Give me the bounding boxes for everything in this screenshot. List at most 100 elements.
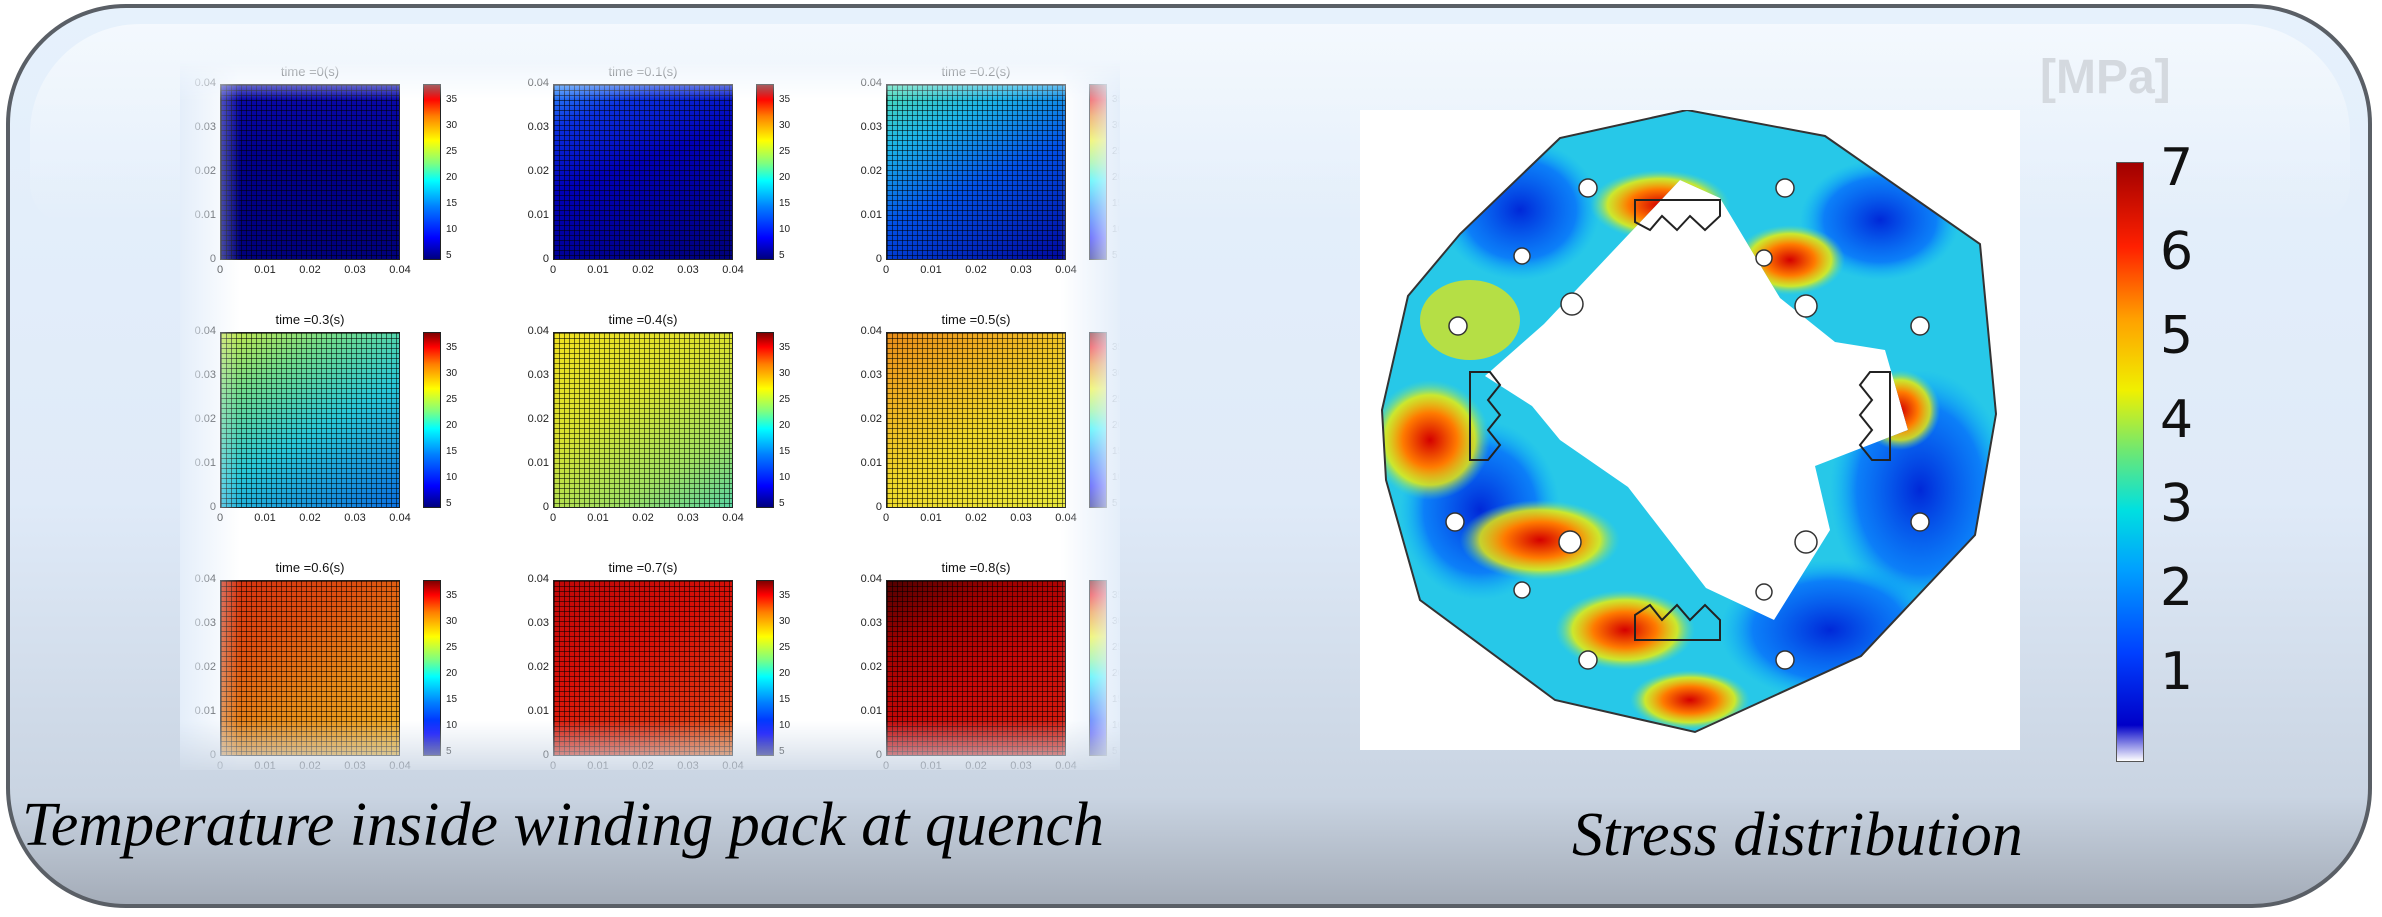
y-tick-label: 0.01 [860, 209, 882, 221]
x-tick-label: 0.03 [1010, 512, 1032, 524]
heatmap-title: time =0.6(s) [275, 560, 345, 575]
y-tick-label: 0.03 [194, 369, 216, 381]
colorbar-tick-label: 15 [446, 198, 458, 209]
stress-map [1380, 108, 1998, 734]
y-tick-label: 0 [542, 749, 549, 761]
heatmap-colorbar [1089, 332, 1107, 508]
colorbar-tick-label: 5 [446, 498, 452, 509]
colorbar-tick-label: 30 [779, 616, 791, 627]
y-tick-label: 0.04 [194, 573, 216, 585]
x-tick-label: 0 [549, 512, 557, 524]
stress-tick-label: 3 [2160, 474, 2194, 534]
stress-distribution-plot [1360, 108, 2020, 750]
heatmap-subplot: time =0.2(s) 0 0.01 0.02 0.03 0.04 0 0.01 0.02 0.… [856, 64, 1176, 304]
bolt-holes [1445, 178, 1930, 670]
x-tick-label: 0.04 [1055, 264, 1077, 276]
colorbar-tick-label: 20 [779, 172, 791, 183]
mesh-grid [887, 333, 1065, 507]
heatmap-title: time =0.7(s) [608, 560, 678, 575]
y-tick-label: 0.03 [194, 617, 216, 629]
colorbar-tick-label: 20 [446, 668, 458, 679]
colorbar-tick-label: 30 [446, 616, 458, 627]
stress-tick-label: 1 [2160, 642, 2194, 702]
y-tick-label: 0.02 [860, 165, 882, 177]
stress-tick-label: 2 [2160, 558, 2194, 618]
colorbar-tick-label: 10 [446, 472, 458, 483]
x-tick-label: 0.01 [920, 512, 942, 524]
y-tick-label: 0.02 [527, 661, 549, 673]
x-tick-label: 0 [216, 264, 224, 276]
colorbar-tick-label: 5 [779, 498, 785, 509]
x-tick-label: 0 [216, 512, 224, 524]
x-tick-label: 0.01 [254, 264, 276, 276]
x-tick-label: 0.02 [965, 512, 987, 524]
heatmap-colorbar [756, 84, 774, 260]
x-tick-label: 0.02 [965, 264, 987, 276]
x-tick-label: 0.01 [587, 264, 609, 276]
y-tick-label: 0.02 [527, 413, 549, 425]
coil-notches [1469, 199, 1891, 641]
colorbar-tick-label: 35 [779, 94, 791, 105]
heatmap-plot [886, 332, 1066, 508]
heatmap-title: time =0.8(s) [941, 560, 1011, 575]
colorbar-tick-label: 20 [779, 420, 791, 431]
colorbar-tick-label: 5 [1112, 250, 1118, 261]
x-tick-label: 0.02 [299, 512, 321, 524]
x-tick-label: 0.01 [920, 760, 942, 772]
x-tick-label: 0.01 [587, 760, 609, 772]
colorbar-tick-label: 25 [446, 394, 458, 405]
colorbar-tick-label: 15 [779, 446, 791, 457]
colorbar-tick-label: 15 [446, 446, 458, 457]
y-tick-label: 0.04 [860, 77, 882, 89]
y-tick-label: 0.01 [194, 457, 216, 469]
heatmap-title: time =0.2(s) [941, 64, 1011, 79]
x-tick-label: 0.03 [344, 512, 366, 524]
y-tick-label: 0.03 [860, 617, 882, 629]
heatmap-colorbar [756, 580, 774, 756]
y-tick-label: 0.01 [527, 705, 549, 717]
colorbar-tick-label: 35 [446, 342, 458, 353]
heatmap-colorbar [756, 332, 774, 508]
heatmap-title: time =0.3(s) [275, 312, 345, 327]
colorbar-tick-label: 20 [446, 172, 458, 183]
y-tick-label: 0 [542, 253, 549, 265]
x-tick-label: 0 [882, 512, 890, 524]
x-tick-label: 0.03 [1010, 264, 1032, 276]
y-tick-label: 0.04 [194, 77, 216, 89]
y-tick-label: 0.04 [194, 325, 216, 337]
x-tick-label: 0 [549, 760, 557, 772]
x-tick-label: 0.03 [677, 512, 699, 524]
colorbar-tick-label: 30 [779, 368, 791, 379]
y-tick-label: 0.02 [860, 413, 882, 425]
heatmap-plot [220, 580, 400, 756]
heatmap-colorbar [1089, 84, 1107, 260]
colorbar-tick-label: 20 [779, 668, 791, 679]
colorbar-tick-label: 10 [446, 720, 458, 731]
y-tick-label: 0.02 [194, 165, 216, 177]
stress-tick-label: 5 [2160, 306, 2194, 366]
x-tick-label: 0.04 [389, 512, 411, 524]
y-tick-label: 0.04 [527, 325, 549, 337]
heatmap-subplot: time =0.7(s) 0 0.01 0.02 0.03 0.04 0 0.01 0.02 0.… [523, 560, 843, 800]
colorbar-tick-label: 5 [1112, 746, 1118, 757]
heatmap-colorbar [1089, 580, 1107, 756]
mesh-grid [554, 581, 732, 755]
y-tick-label: 0.03 [527, 369, 549, 381]
mesh-grid [221, 333, 399, 507]
y-tick-label: 0.01 [860, 457, 882, 469]
stress-outline [1380, 108, 1998, 734]
x-tick-label: 0 [882, 264, 890, 276]
heatmap-colorbar [423, 580, 441, 756]
y-tick-label: 0 [209, 253, 216, 265]
heatmap-subplot: time =0(s) 0 0.01 0.02 0.03 0.04 0 0.01 0.02 0.03… [190, 64, 510, 304]
y-tick-label: 0.03 [860, 369, 882, 381]
y-tick-label: 0 [875, 749, 882, 761]
x-tick-label: 0.01 [254, 760, 276, 772]
colorbar-tick-label: 10 [779, 720, 791, 731]
y-tick-label: 0.04 [527, 573, 549, 585]
heatmap-plot [886, 84, 1066, 260]
x-tick-label: 0.04 [722, 512, 744, 524]
x-tick-label: 0.04 [722, 760, 744, 772]
stress-unit-label: [MPa] [2040, 51, 2171, 104]
y-tick-label: 0 [209, 501, 216, 513]
